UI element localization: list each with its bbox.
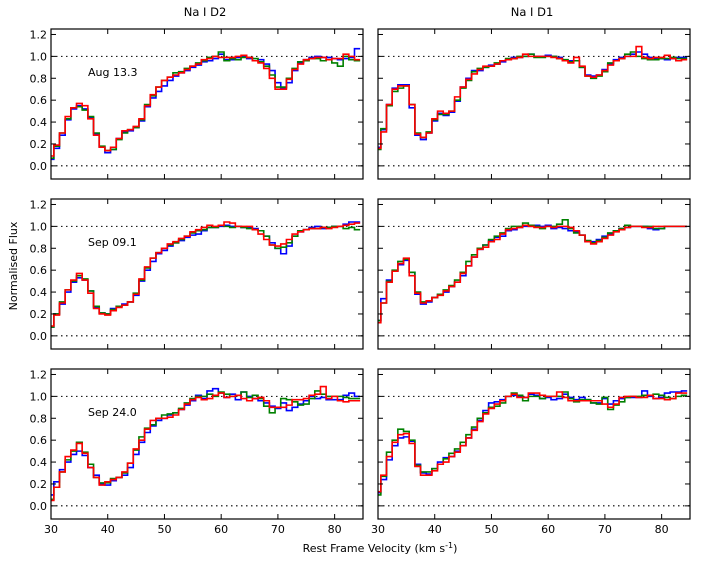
x-tick-label: 60 [214, 523, 228, 536]
x-tick-label: 70 [271, 523, 285, 536]
series-line-2 [51, 385, 361, 502]
y-tick-label: 0.6 [30, 434, 48, 447]
y-tick-label: 0.0 [30, 500, 48, 513]
x-tick-label: 70 [598, 523, 612, 536]
x-tick-label: 60 [541, 523, 555, 536]
column-title-na-i-d2: Na I D2 [184, 5, 227, 19]
panel-frame [377, 198, 691, 350]
panel-frame [377, 368, 691, 520]
y-tick-label: 0.4 [30, 456, 48, 469]
series-line-2 [378, 224, 688, 324]
x-tick-label: 80 [655, 523, 669, 536]
y-tick-label: 0.2 [30, 478, 48, 491]
panel-0-1 [377, 28, 691, 180]
y-tick-label: 0.6 [30, 264, 48, 277]
y-tick-label: 0.8 [30, 412, 48, 425]
series-group [378, 219, 688, 324]
y-tick-label: 1.2 [30, 198, 48, 211]
y-tick-label: 1.0 [30, 220, 48, 233]
x-tick-label: 50 [484, 523, 498, 536]
y-tick-label: 0.2 [30, 308, 48, 321]
x-axis-label-sup: -1 [445, 541, 453, 550]
series-line-1 [378, 391, 688, 496]
series-line-1 [378, 219, 688, 322]
x-axis-label: Rest Frame Velocity (km s-1) [303, 541, 458, 555]
panel-frame [50, 368, 364, 520]
series-line-2 [378, 391, 688, 493]
series-group [51, 47, 361, 161]
x-tick-label: 30 [44, 523, 58, 536]
x-tick-label: 30 [371, 523, 385, 536]
panel-frame [377, 28, 691, 180]
x-tick-label: 50 [157, 523, 171, 536]
series-group [378, 45, 688, 151]
panel-0-0: 0.0 0.2 0.4 0.6 0.8 1.0 1.2 Aug 13.3 [30, 28, 364, 180]
series-line-0 [378, 390, 688, 494]
y-tick-label: 0.4 [30, 286, 48, 299]
series-group [51, 385, 361, 502]
series-group [378, 390, 688, 496]
panel-2-0: 30 40 50 60 70 80 0.0 0.2 0.4 0.6 0.8 1.0 1.2 Sep 24.… [30, 368, 364, 536]
y-tick-label: 1.0 [30, 50, 48, 63]
y-tick-label: 0.6 [30, 94, 48, 107]
series-line-2 [51, 221, 361, 327]
x-tick-label: 40 [428, 523, 442, 536]
series-group [51, 221, 361, 328]
panel-frame [50, 28, 364, 180]
x-tick-label: 80 [328, 523, 342, 536]
row-date-label: Sep 09.1 [88, 236, 137, 249]
y-tick-label: 0.0 [30, 160, 48, 173]
y-axis-label: Normalised Flux [7, 221, 20, 310]
series-line-1 [378, 51, 688, 151]
row-date-label: Sep 24.0 [88, 406, 137, 419]
panel-1-1 [377, 198, 691, 350]
x-axis-label-text: Rest Frame Velocity (km s [303, 542, 446, 555]
series-line-2 [51, 53, 361, 157]
y-tick-label: 1.2 [30, 368, 48, 381]
panel-frame [50, 198, 364, 350]
y-tick-label: 1.2 [30, 28, 48, 41]
y-tick-label: 0.0 [30, 330, 48, 343]
y-tick-label: 0.8 [30, 242, 48, 255]
y-tick-label: 0.2 [30, 138, 48, 151]
series-line-0 [378, 51, 688, 149]
y-tick-label: 0.4 [30, 116, 48, 129]
panel-1-0: 0.0 0.2 0.4 0.6 0.8 1.0 1.2 Sep 09.1 [30, 198, 364, 350]
series-line-0 [378, 224, 688, 322]
series-line-0 [51, 387, 361, 496]
column-title-na-i-d1: Na I D1 [511, 5, 554, 19]
panel-2-1: 30 40 50 60 70 80 [371, 368, 691, 536]
series-line-2 [378, 45, 688, 150]
x-tick-label: 40 [101, 523, 115, 536]
y-tick-label: 0.8 [30, 72, 48, 85]
row-date-label: Aug 13.3 [88, 66, 137, 79]
y-tick-label: 1.0 [30, 390, 48, 403]
x-axis-label-end: ) [453, 542, 457, 555]
